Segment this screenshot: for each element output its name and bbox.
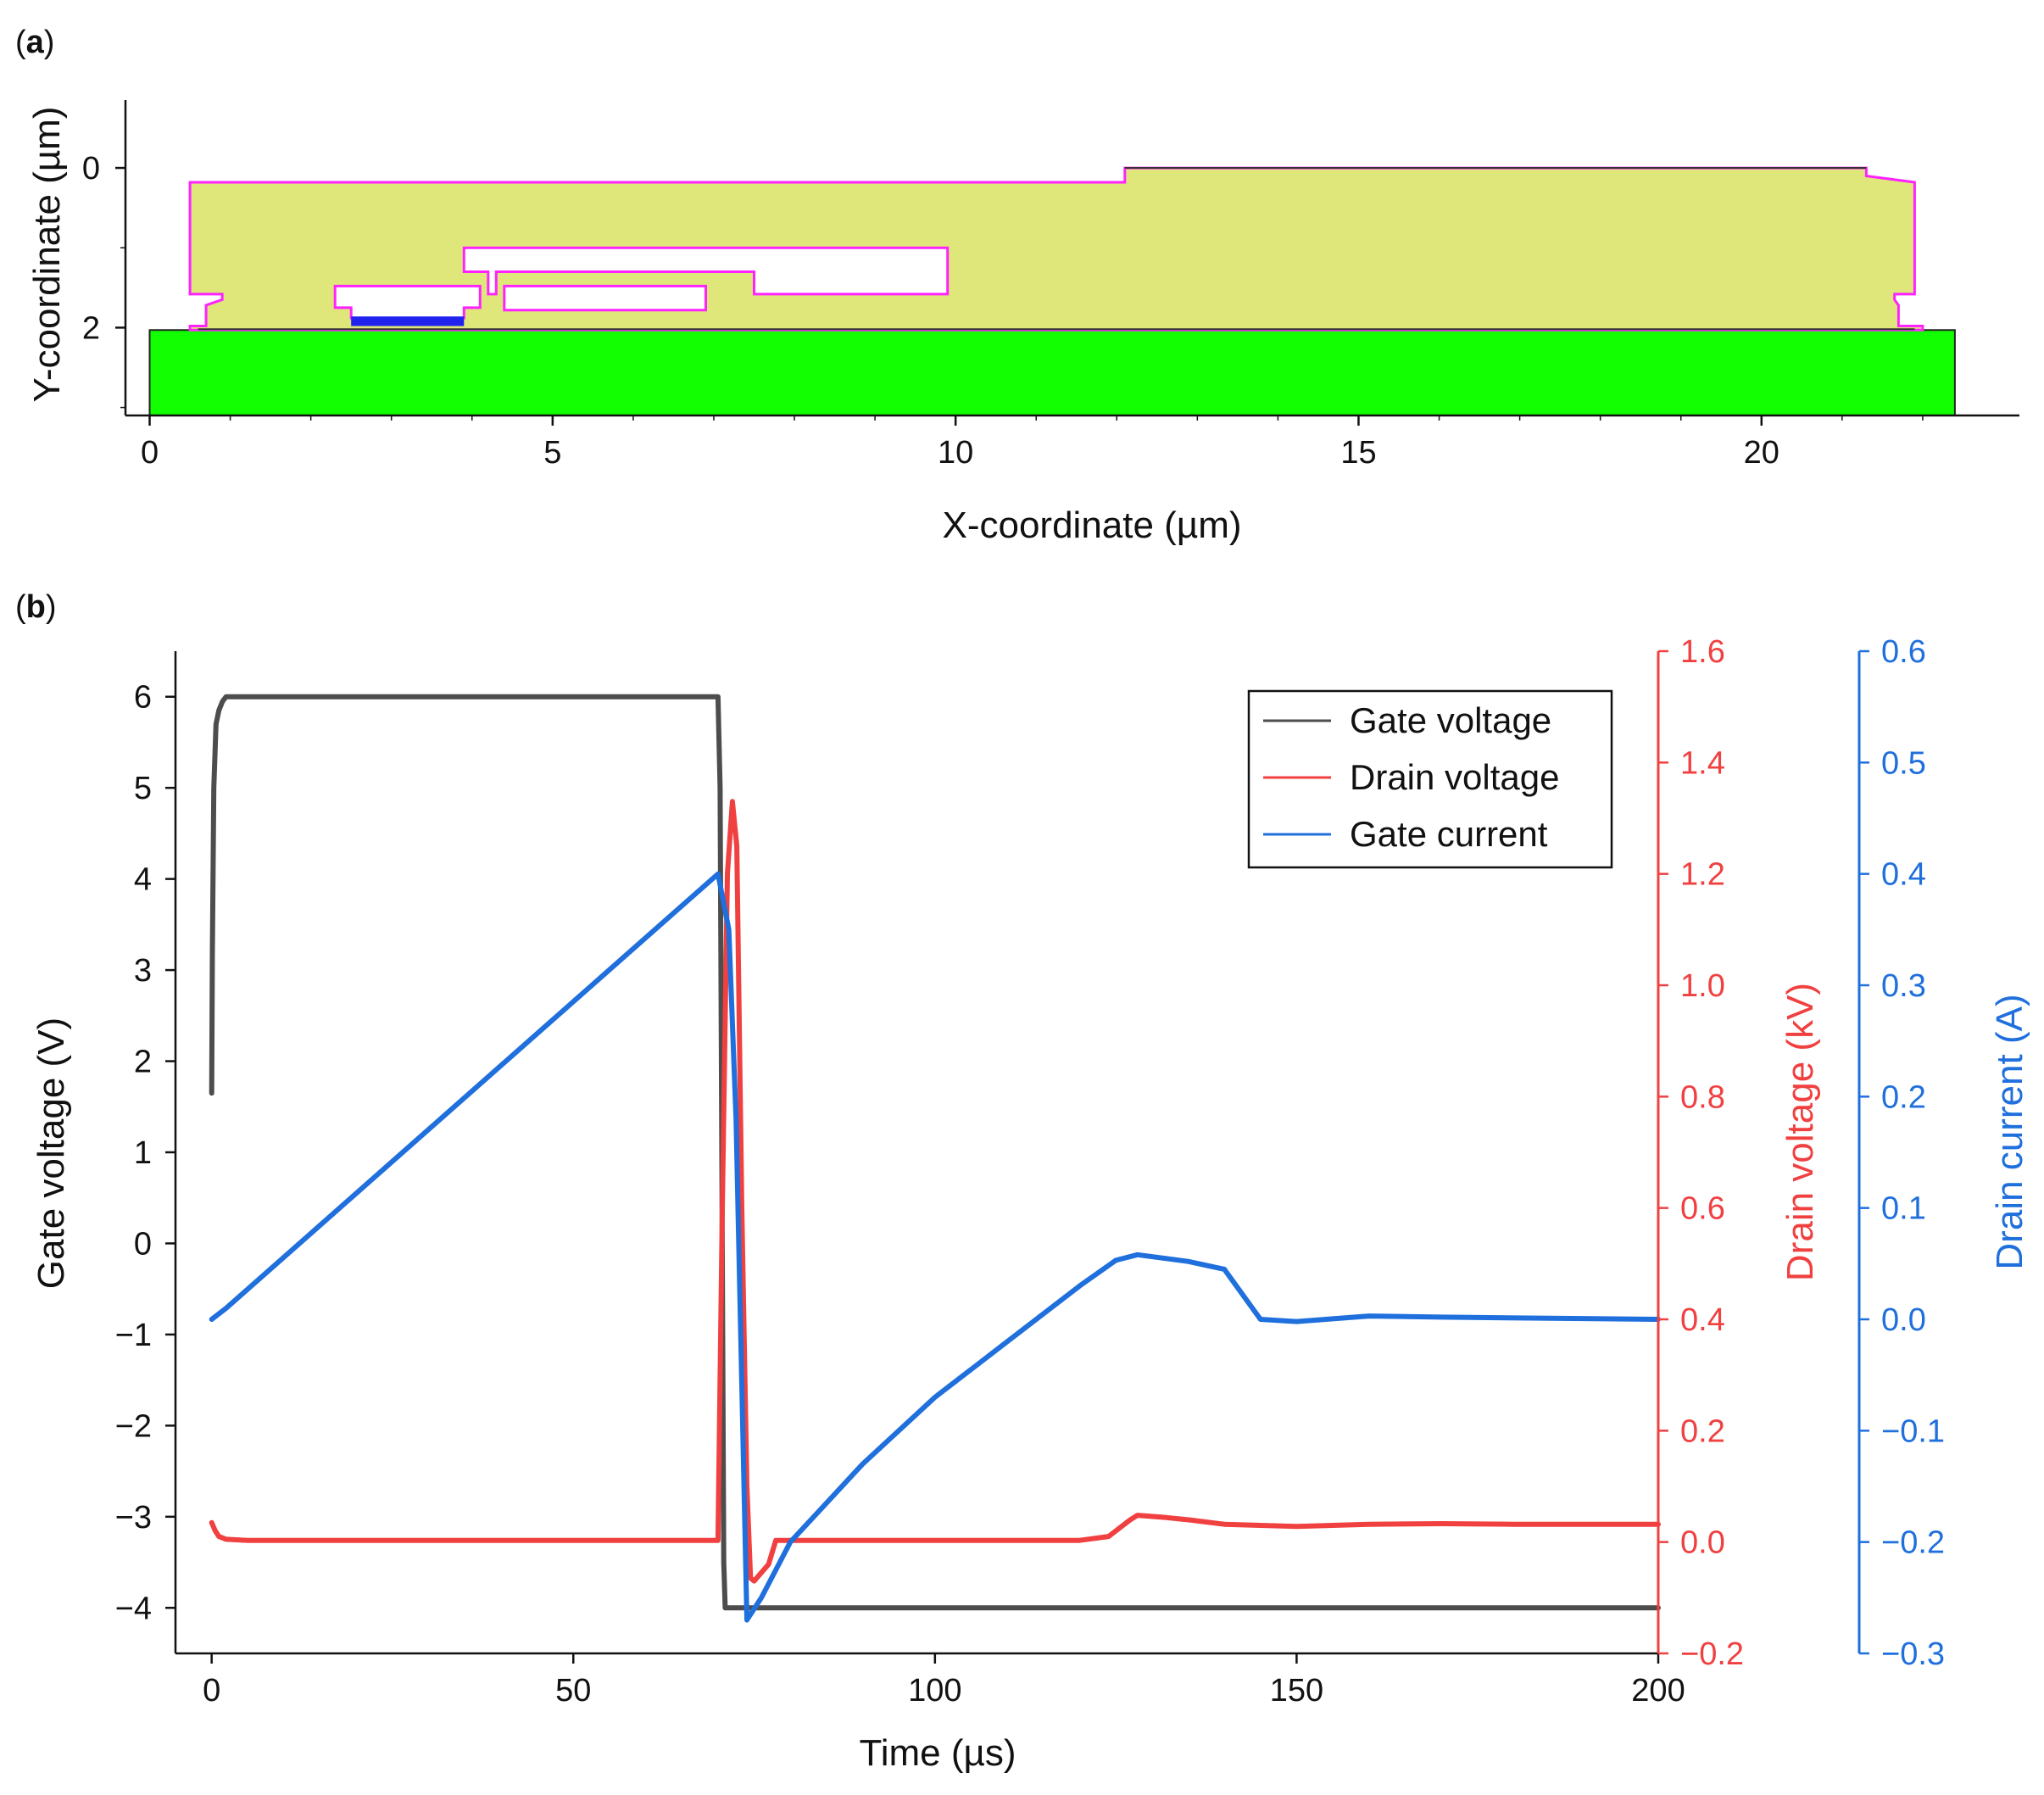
left-y-tick-label: 5 [134, 771, 152, 806]
waveform-series [209, 694, 1661, 1623]
legend: Gate voltage Drain voltage Gate current [1247, 689, 1613, 869]
substrate-region [148, 329, 1956, 416]
legend-label-gate-voltage: Gate voltage [1350, 700, 1551, 740]
left-y-tick-label: 1 [134, 1135, 152, 1171]
x-axis-label: Time (µs) [859, 1732, 1016, 1774]
right-y-tick-label-drain-current: −0.1 [1881, 1413, 1945, 1449]
right-y-tick-label-drain-current: −0.3 [1881, 1636, 1945, 1672]
y-axis-label: Y-coordinate (µm) [26, 107, 68, 403]
x-tick-label: 150 [1270, 1673, 1323, 1709]
series-line-drain-voltage [209, 799, 1661, 1584]
right-y-axis-label-drain-voltage: Drain voltage (kV) [1779, 983, 1821, 1281]
x-tick-label: 50 [555, 1673, 591, 1709]
series-line-gate-current [209, 871, 1661, 1623]
right-y-axis-label-drain-current: Drain current (A) [1989, 994, 2030, 1269]
right-y-tick-label-drain-voltage: 1.2 [1680, 857, 1725, 893]
x-axis-label: X-coordinate (µm) [942, 504, 1241, 546]
right-y-tick-label-drain-voltage: 1.0 [1680, 968, 1725, 1004]
cross-section-axes: 0 5 10 15 20 0 2 [82, 100, 2019, 471]
left-y-tick-label: 2 [134, 1045, 152, 1080]
left-y-tick-label: −4 [115, 1591, 152, 1626]
device-cross-section-plot: 0 5 10 15 20 0 2 X-coordinate (µm) Y-coordinat… [26, 100, 2019, 546]
series-line-gate-voltage [209, 694, 1661, 1611]
right-y-tick-label-drain-current: 0.0 [1881, 1302, 1926, 1338]
left-y-tick-label: −3 [115, 1500, 152, 1536]
right-y-tick-label-drain-voltage: −0.2 [1680, 1636, 1744, 1672]
x-tick-label: 5 [543, 435, 561, 471]
right-y-tick-label-drain-current: 0.2 [1881, 1079, 1926, 1115]
panel-a-label: (a) [15, 25, 54, 60]
right-y-tick-label-drain-voltage: 1.4 [1680, 745, 1725, 781]
left-y-tick-label: 0 [134, 1226, 152, 1262]
right-y-tick-label-drain-current: 0.4 [1881, 857, 1926, 893]
x-tick-label: 0 [203, 1673, 220, 1709]
right-y-tick-label-drain-voltage: 1.6 [1680, 634, 1725, 670]
left-y-tick-label: 3 [134, 953, 152, 989]
transient-waveform-plot: 0 50 100 150 200 −4 −3 −2 −1 0 1 2 3 4 5 6 −0.2 0.0 0.2 0.4… [31, 634, 2030, 1774]
right-y-tick-label-drain-current: 0.6 [1881, 634, 1926, 670]
right-y-tick-label-drain-voltage: 0.2 [1680, 1413, 1725, 1449]
x-tick-label: 15 [1340, 435, 1376, 471]
right-y-tick-label-drain-voltage: 0.8 [1680, 1079, 1725, 1115]
x-tick-label: 200 [1631, 1673, 1685, 1709]
left-y-tick-label: 4 [134, 862, 152, 898]
y-tick-label: 0 [82, 151, 100, 187]
left-y-tick-label: 6 [134, 680, 152, 716]
panel-b-label: (b) [15, 589, 57, 625]
legend-label-drain-voltage: Drain voltage [1350, 757, 1559, 797]
right-y-tick-label-drain-current: 0.3 [1881, 968, 1926, 1004]
field-plate-opening [462, 246, 950, 296]
left-y-tick-label: −1 [115, 1318, 152, 1353]
left-y-axis-label: Gate voltage (V) [31, 1017, 72, 1289]
right-y-tick-label-drain-current: −0.2 [1881, 1525, 1945, 1561]
x-tick-label: 100 [908, 1673, 961, 1709]
gate-opening [333, 284, 482, 320]
right-y-tick-label-drain-current: 0.5 [1881, 745, 1926, 781]
x-tick-label: 0 [141, 435, 159, 471]
x-tick-label: 10 [938, 435, 973, 471]
left-y-tick-label: −2 [115, 1408, 152, 1444]
right-y-tick-label-drain-voltage: 0.6 [1680, 1191, 1725, 1227]
right-y-tick-label-drain-voltage: 0.0 [1680, 1525, 1725, 1561]
gate-metal [351, 316, 465, 326]
right-y-tick-label-drain-current: 0.1 [1881, 1191, 1926, 1227]
right-y-tick-label-drain-voltage: 0.4 [1680, 1302, 1725, 1338]
x-tick-label: 20 [1744, 435, 1779, 471]
waveform-axes: 0 50 100 150 200 −4 −3 −2 −1 0 1 2 3 4 5 6 −0.2 0.0 0.2 0.4… [115, 634, 1945, 1709]
legend-label-gate-current: Gate current [1350, 814, 1548, 854]
device-structure [148, 166, 1956, 416]
y-tick-label: 2 [82, 310, 100, 346]
source-plate-opening [503, 284, 707, 312]
